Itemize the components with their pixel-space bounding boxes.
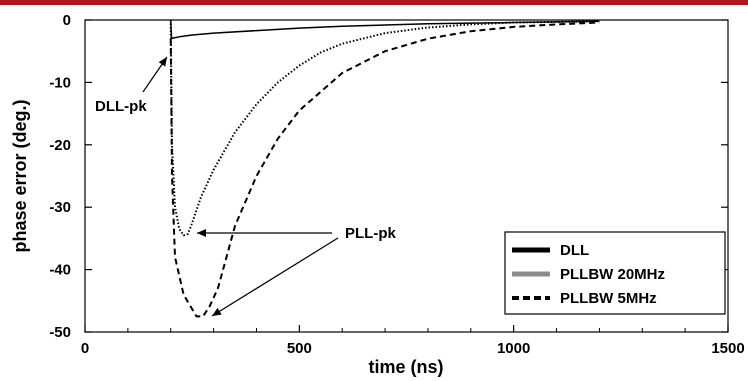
x-tick-label: 500 [287,340,312,357]
plot-area-border [84,19,729,333]
y-tick-label: -30 [49,199,71,216]
annotations: DLL-pk PLL-pk [95,56,396,317]
legend-label-pllbw-5mhz: PLLBW 5MHz [560,290,657,307]
y-tick-label: -40 [49,262,71,279]
top-accent-bar [0,0,748,5]
y-axis-label: phase error (deg.) [10,99,30,252]
x-tick-label: 0 [81,340,89,357]
y-axis-ticks: 0 -10 -20 -30 -40 -50 [49,12,728,341]
legend: DLL PLLBW 20MHz PLLBW 5MHz [504,231,726,315]
x-axis-label: time (ns) [368,357,443,377]
y-tick-label: -10 [49,74,71,91]
x-tick-label: 1500 [711,340,744,357]
x-axis-ticks: 0 500 1000 1500 [81,325,745,357]
annotation-dll-pk: DLL-pk [95,98,147,115]
plot-frame [84,19,729,333]
series-line-pllbw-5mhz [169,21,600,318]
annotation-pll-pk: PLL-pk [345,225,396,242]
legend-label-pllbw-20mhz: PLLBW 20MHz [560,266,665,283]
y-tick-label: -50 [49,324,71,341]
annotation-dll-pk-arrow [142,56,168,93]
annotation-pll-pk-arrow-2 [211,237,339,317]
legend-label-dll: DLL [560,242,589,259]
series-line-dll [169,19,600,40]
y-tick-label: 0 [63,12,71,29]
series-line-pllbw-20mhz [169,19,600,237]
x-tick-label: 1000 [497,340,530,357]
series-layer [169,19,600,318]
y-tick-label: -20 [49,137,71,154]
